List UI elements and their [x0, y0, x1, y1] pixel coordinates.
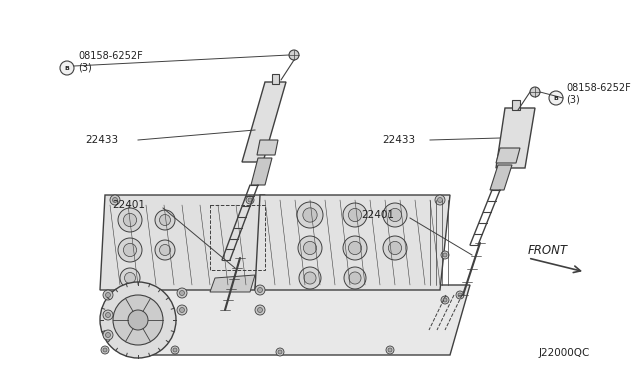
Circle shape [179, 291, 184, 295]
Circle shape [443, 253, 447, 257]
Circle shape [118, 238, 142, 262]
Polygon shape [257, 140, 278, 155]
Circle shape [344, 267, 366, 289]
Circle shape [103, 310, 113, 320]
Polygon shape [105, 285, 470, 355]
Circle shape [383, 236, 407, 260]
Text: 22433: 22433 [85, 135, 118, 145]
Circle shape [113, 198, 118, 202]
Circle shape [124, 243, 136, 257]
Polygon shape [100, 195, 265, 290]
Circle shape [441, 251, 449, 259]
Circle shape [343, 236, 367, 260]
Circle shape [177, 288, 187, 298]
Circle shape [159, 215, 170, 225]
Polygon shape [251, 158, 272, 185]
Circle shape [118, 208, 142, 232]
Circle shape [348, 241, 362, 254]
Polygon shape [496, 148, 520, 163]
Polygon shape [210, 275, 255, 292]
Circle shape [386, 346, 394, 354]
Circle shape [456, 291, 464, 299]
Circle shape [101, 346, 109, 354]
Circle shape [297, 202, 323, 228]
Circle shape [388, 348, 392, 352]
Circle shape [303, 208, 317, 222]
Circle shape [257, 288, 262, 292]
Circle shape [106, 312, 111, 317]
Circle shape [103, 330, 113, 340]
Circle shape [179, 308, 184, 312]
Circle shape [303, 241, 317, 254]
Circle shape [278, 350, 282, 354]
Circle shape [530, 87, 540, 97]
Circle shape [173, 348, 177, 352]
Circle shape [257, 308, 262, 312]
Circle shape [177, 305, 187, 315]
Circle shape [299, 267, 321, 289]
Text: 08158-6252F
(3): 08158-6252F (3) [566, 83, 631, 105]
Circle shape [171, 346, 179, 354]
Circle shape [383, 203, 407, 227]
Circle shape [155, 210, 175, 230]
Circle shape [106, 292, 111, 298]
Circle shape [120, 268, 140, 288]
Circle shape [438, 198, 442, 202]
Circle shape [113, 295, 163, 345]
Circle shape [458, 293, 462, 297]
Circle shape [128, 310, 148, 330]
Circle shape [348, 208, 362, 222]
Text: B: B [554, 96, 559, 100]
Circle shape [388, 208, 402, 222]
Circle shape [289, 50, 299, 60]
Circle shape [549, 91, 563, 105]
Circle shape [255, 285, 265, 295]
Polygon shape [255, 195, 450, 290]
Polygon shape [496, 108, 535, 168]
Polygon shape [242, 82, 286, 162]
Text: 08158-6252F
(3): 08158-6252F (3) [78, 51, 143, 73]
Polygon shape [272, 74, 279, 84]
Circle shape [125, 273, 136, 283]
Text: 22401: 22401 [112, 200, 145, 210]
Circle shape [246, 196, 254, 204]
Polygon shape [490, 165, 512, 190]
Text: J22000QC: J22000QC [539, 348, 590, 358]
Circle shape [106, 333, 111, 337]
Text: 22433: 22433 [382, 135, 415, 145]
Circle shape [441, 296, 449, 304]
Text: B: B [65, 65, 69, 71]
Circle shape [388, 241, 402, 254]
Circle shape [435, 195, 445, 205]
Circle shape [255, 305, 265, 315]
Circle shape [248, 198, 252, 202]
Circle shape [298, 236, 322, 260]
Circle shape [103, 290, 113, 300]
Circle shape [349, 272, 361, 284]
Circle shape [159, 244, 170, 256]
Circle shape [304, 272, 316, 284]
Circle shape [276, 348, 284, 356]
Text: 22401: 22401 [361, 210, 394, 220]
Circle shape [60, 61, 74, 75]
Circle shape [110, 195, 120, 205]
Circle shape [100, 282, 176, 358]
Polygon shape [512, 100, 520, 110]
Text: FRONT: FRONT [528, 244, 568, 257]
Circle shape [124, 214, 136, 227]
Circle shape [343, 203, 367, 227]
Circle shape [103, 348, 107, 352]
Circle shape [443, 298, 447, 302]
Circle shape [155, 240, 175, 260]
